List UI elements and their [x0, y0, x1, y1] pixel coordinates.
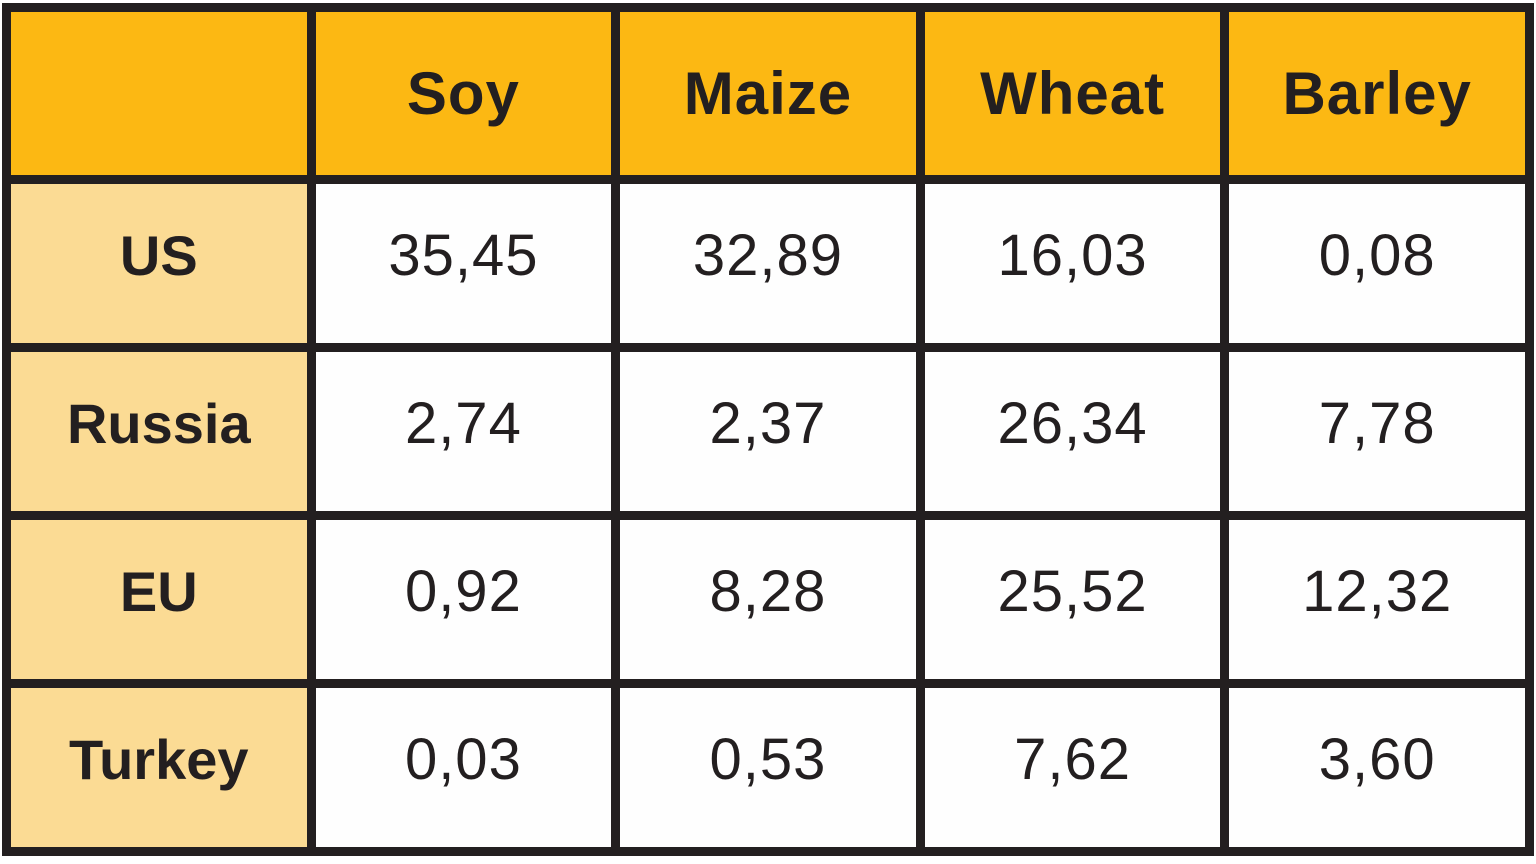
- table-row-eu: EU 0,92 8,28 25,52 12,32: [2, 511, 1534, 688]
- cell-turkey-barley: 3,60: [1220, 679, 1534, 856]
- cell-us-soy: 35,45: [306, 175, 621, 352]
- row-header-russia: Russia: [2, 343, 316, 520]
- row-header-eu: EU: [2, 511, 316, 688]
- cell-russia-maize: 2,37: [611, 343, 925, 520]
- cell-eu-maize: 8,28: [611, 511, 925, 688]
- cell-turkey-maize: 0,53: [611, 679, 925, 856]
- column-header-barley: Barley: [1220, 3, 1534, 184]
- cell-us-maize: 32,89: [611, 175, 925, 352]
- row-header-turkey: Turkey: [2, 679, 316, 856]
- cell-russia-barley: 7,78: [1220, 343, 1534, 520]
- cell-us-wheat: 16,03: [915, 175, 1230, 352]
- table-row-us: US 35,45 32,89 16,03 0,08: [2, 175, 1534, 352]
- corner-cell: [2, 3, 316, 184]
- crop-production-table: Soy Maize Wheat Barley US 35,45 32,89 16…: [2, 3, 1534, 856]
- cell-us-barley: 0,08: [1220, 175, 1534, 352]
- table-row-russia: Russia 2,74 2,37 26,34 7,78: [2, 343, 1534, 520]
- column-header-maize: Maize: [611, 3, 925, 184]
- cell-turkey-wheat: 7,62: [915, 679, 1230, 856]
- cell-eu-barley: 12,32: [1220, 511, 1534, 688]
- table-header-row: Soy Maize Wheat Barley: [2, 3, 1534, 184]
- row-header-us: US: [2, 175, 316, 352]
- cell-eu-soy: 0,92: [306, 511, 621, 688]
- cell-russia-soy: 2,74: [306, 343, 621, 520]
- cell-eu-wheat: 25,52: [915, 511, 1230, 688]
- column-header-wheat: Wheat: [915, 3, 1230, 184]
- table-row-turkey: Turkey 0,03 0,53 7,62 3,60: [2, 679, 1534, 856]
- column-header-soy: Soy: [306, 3, 621, 184]
- cell-turkey-soy: 0,03: [306, 679, 621, 856]
- cell-russia-wheat: 26,34: [915, 343, 1230, 520]
